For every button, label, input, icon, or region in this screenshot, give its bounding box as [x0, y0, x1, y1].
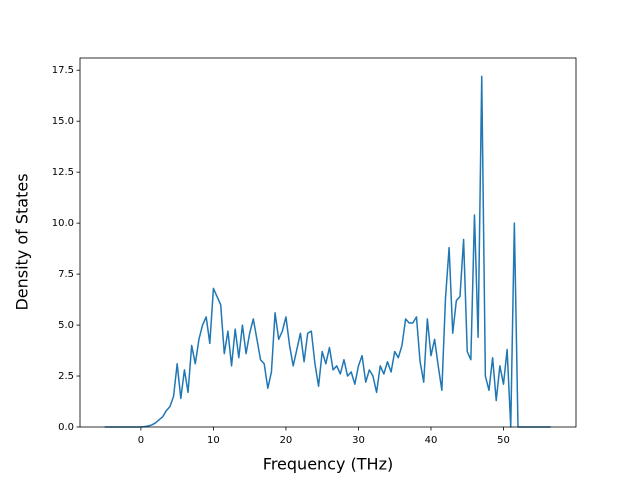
- x-tick-label: 30: [352, 435, 365, 446]
- x-tick-label: 10: [207, 435, 220, 446]
- x-tick-label: 40: [425, 435, 438, 446]
- plot-frame: [79, 57, 577, 428]
- x-tick-label: 0: [138, 435, 144, 446]
- y-tick-label: 0.0: [58, 422, 74, 433]
- x-tick-label: 20: [280, 435, 293, 446]
- line: [104, 75, 551, 428]
- x-tick-label: 50: [497, 435, 510, 446]
- y-tick-label: 12.5: [52, 167, 74, 178]
- y-tick-label: 5.0: [58, 320, 74, 331]
- y-tick-label: 10.0: [52, 218, 74, 229]
- y-tick-label: 17.5: [52, 65, 74, 76]
- y-tick-label: 2.5: [58, 371, 74, 382]
- x-axis-label: Frequency (THz): [263, 455, 393, 474]
- y-tick-label: 15.0: [52, 116, 74, 127]
- y-tick-label: 7.5: [58, 269, 74, 280]
- y-axis-label: Density of States: [13, 173, 32, 310]
